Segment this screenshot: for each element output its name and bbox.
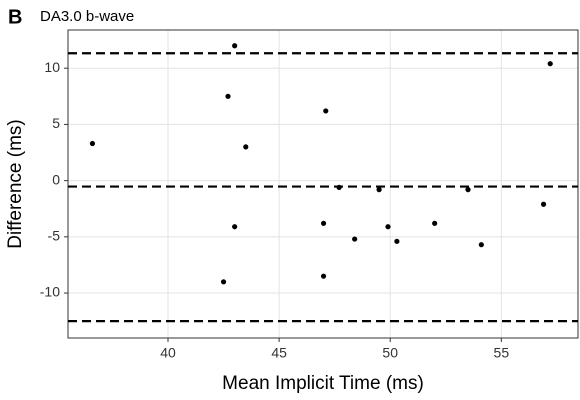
point <box>352 236 358 242</box>
panel-label: B <box>8 6 22 28</box>
point <box>376 187 382 193</box>
y-tick-label: -5 <box>48 228 61 244</box>
y-axis-label: Difference (ms) <box>5 119 26 249</box>
x-tick-label: 50 <box>382 345 398 361</box>
y-tick-label: -10 <box>40 284 60 300</box>
y-tick-label: 5 <box>52 115 60 131</box>
point <box>465 187 471 193</box>
x-tick-label: 55 <box>494 345 510 361</box>
point <box>320 273 327 279</box>
point <box>323 108 329 114</box>
x-tick-label: 45 <box>271 345 287 361</box>
plot-border <box>67 29 579 339</box>
point <box>540 201 547 207</box>
x-tick-label: 40 <box>160 345 176 361</box>
y-tick-label: 0 <box>52 171 60 187</box>
point <box>320 220 327 226</box>
point <box>432 220 438 226</box>
point <box>220 279 227 285</box>
point <box>232 43 238 49</box>
point <box>243 144 249 150</box>
point <box>478 242 484 248</box>
point <box>385 224 391 230</box>
point <box>225 93 231 99</box>
chart-title: DA3.0 b-wave <box>40 8 134 25</box>
point <box>89 140 96 147</box>
point <box>336 184 342 190</box>
y-tick-label: 10 <box>44 59 60 75</box>
x-axis-label: Mean Implicit Time (ms) <box>222 373 424 394</box>
point <box>394 238 400 244</box>
point <box>232 224 238 230</box>
point <box>547 61 553 67</box>
